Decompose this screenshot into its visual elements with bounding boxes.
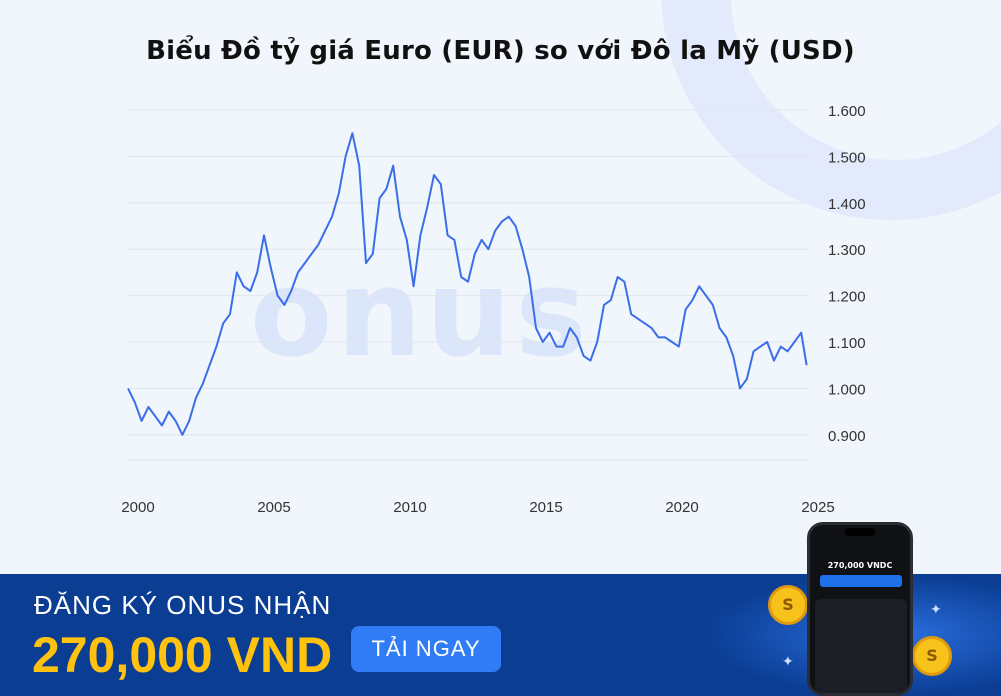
phone-balance: 270,000 VNDC: [827, 561, 893, 570]
x-tick-label: 2000: [121, 499, 154, 516]
y-tick-label: 1.100: [828, 335, 866, 352]
x-tick-label: 2020: [665, 499, 698, 516]
x-tick-label: 2010: [393, 499, 426, 516]
y-tick-label: 0.900: [828, 428, 866, 445]
y-axis-ticks: 0.900 1.000 1.100 1.200 1.300 1.400 1.500 1.600: [828, 103, 866, 445]
x-axis-ticks: 2000 2005 2010 2015 2020 2025: [121, 499, 834, 516]
phone-notch: [845, 528, 875, 536]
series-line-eur-usd: [127, 132, 808, 436]
download-now-button[interactable]: TẢI NGAY: [351, 626, 501, 672]
sparkle-icon: ✦: [782, 654, 794, 670]
x-tick-label: 2005: [257, 499, 290, 516]
y-tick-label: 1.500: [828, 149, 866, 166]
y-tick-label: 1.600: [828, 103, 866, 120]
sparkle-icon: ✦: [930, 602, 942, 618]
phone-mockup: 270,000 VNDC: [807, 522, 913, 696]
chart-title: Biểu Đồ tỷ giá Euro (EUR) so với Đô la M…: [146, 36, 855, 66]
banner-headline: ĐĂNG KÝ ONUS NHẬN: [34, 590, 332, 620]
y-tick-label: 1.000: [828, 381, 866, 398]
x-tick-label: 2015: [529, 499, 562, 516]
phone-asset-card: [815, 599, 907, 693]
chart-grid: [128, 109, 808, 461]
line-chart: 0.900 1.000 1.100 1.200 1.300 1.400 1.500 1.600…: [121, 103, 866, 516]
onus-coin-icon: S: [912, 636, 952, 676]
phone-action-bar: [820, 575, 902, 587]
y-tick-label: 1.300: [828, 242, 866, 259]
banner-amount: 270,000 VND: [32, 627, 333, 683]
onus-watermark: onus: [250, 245, 591, 384]
x-tick-label: 2025: [801, 499, 834, 516]
onus-coin-icon: S: [768, 585, 808, 625]
y-tick-label: 1.200: [828, 289, 866, 306]
y-tick-label: 1.400: [828, 196, 866, 213]
